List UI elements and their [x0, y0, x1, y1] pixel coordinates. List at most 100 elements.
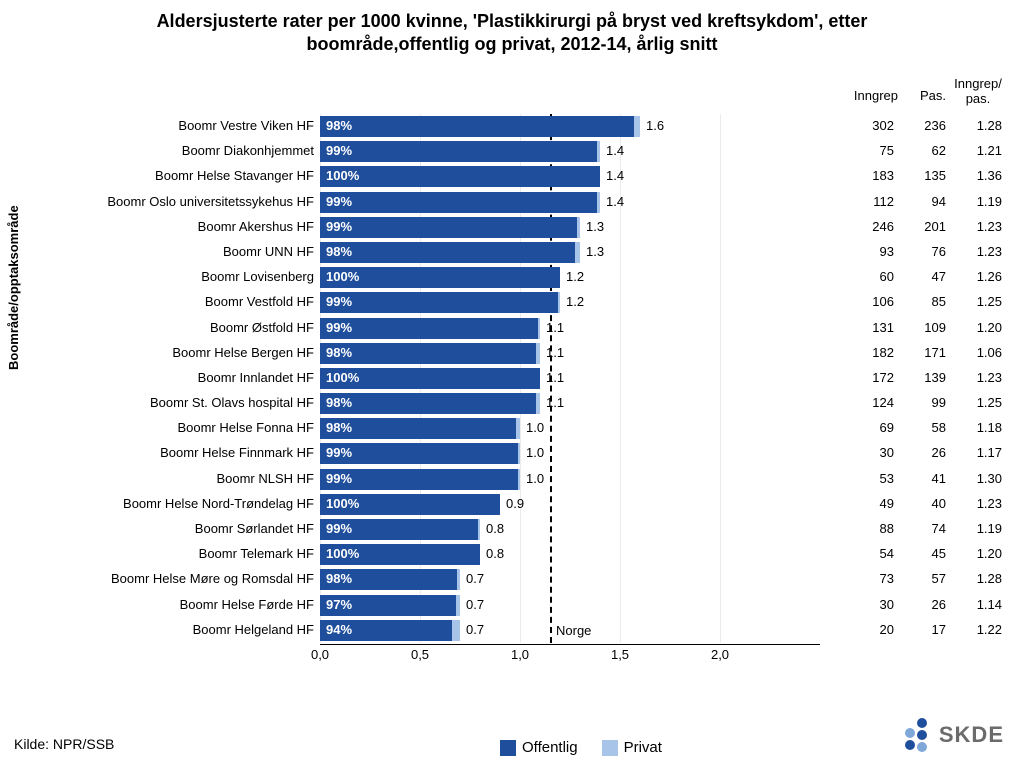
source-text: Kilde: NPR/SSB	[14, 736, 114, 752]
logo-text: SKDE	[939, 722, 1004, 748]
cell-pas: 171	[896, 345, 946, 360]
table-row: Boomr Sørlandet HF99%0.888741.19	[0, 517, 1024, 542]
cell-inngrep: 60	[834, 269, 894, 284]
row-bar-group: 94%0.7	[320, 620, 820, 641]
cell-ratio: 1.19	[952, 194, 1002, 209]
bar-value-label: 1.4	[606, 194, 624, 209]
table-column-headers: Inngrep Pas. Inngrep/ pas.	[0, 70, 1024, 110]
bar-value-label: 0.8	[486, 521, 504, 536]
bar-value-label: 1.0	[526, 420, 544, 435]
legend: Offentlig Privat	[500, 739, 662, 756]
cell-pas: 201	[896, 219, 946, 234]
cell-ratio: 1.36	[952, 168, 1002, 183]
table-row: Boomr Helse Stavanger HF100%1.41831351.3…	[0, 164, 1024, 189]
row-bar-group: 98% 1.1	[320, 393, 820, 414]
logo-dot	[905, 728, 915, 738]
cell-ratio: 1.25	[952, 395, 1002, 410]
cell-ratio: 1.06	[952, 345, 1002, 360]
bar-offentlig	[320, 217, 577, 238]
x-tick-label: 0,0	[311, 647, 329, 662]
x-tick-label: 0,5	[411, 647, 429, 662]
swatch-privat	[602, 740, 618, 756]
legend-item-privat: Privat	[602, 739, 662, 756]
table-row: Boomr Telemark HF100%0.854451.20	[0, 542, 1024, 567]
bar-value-label: 1.3	[586, 219, 604, 234]
row-label: Boomr UNN HF	[24, 244, 314, 259]
row-bar-group: 100%0.8	[320, 544, 820, 565]
row-bar-group: 98%1.0	[320, 418, 820, 439]
cell-inngrep: 20	[834, 622, 894, 637]
bar-percent-label: 98%	[326, 395, 352, 410]
row-label: Boomr Helse Nord-Trøndelag HF	[24, 496, 314, 511]
bar-offentlig	[320, 242, 575, 263]
cell-pas: 85	[896, 294, 946, 309]
row-label: Boomr Helse Bergen HF	[24, 345, 314, 360]
bar-value-label: 1.6	[646, 118, 664, 133]
cell-ratio: 1.21	[952, 143, 1002, 158]
logo-dot	[917, 730, 927, 740]
bar-percent-label: 99%	[326, 143, 352, 158]
table-row: Boomr Helse Bergen HF98%1.11821711.06	[0, 341, 1024, 366]
bar-offentlig	[320, 393, 536, 414]
bar-privat	[456, 595, 460, 616]
bar-value-label: 0.7	[466, 571, 484, 586]
cell-inngrep: 183	[834, 168, 894, 183]
data-rows: Boomr Vestre Viken HF98%1.63022361.28 Boo…	[0, 114, 1024, 643]
bar-value-label: 0.7	[466, 597, 484, 612]
bar-value-label: 1.1	[546, 395, 564, 410]
table-row: Boomr Vestfold HF99%1.2106851.25	[0, 290, 1024, 315]
row-label: Boomr Helse Førde HF	[24, 597, 314, 612]
cell-ratio: 1.19	[952, 521, 1002, 536]
legend-label-offentlig: Offentlig	[522, 739, 578, 756]
cell-pas: 40	[896, 496, 946, 511]
cell-inngrep: 93	[834, 244, 894, 259]
bar-privat	[452, 620, 460, 641]
row-label: Boomr Diakonhjemmet	[24, 143, 314, 158]
row-bar-group: 97%0.7	[320, 595, 820, 616]
cell-inngrep: 49	[834, 496, 894, 511]
cell-inngrep: 246	[834, 219, 894, 234]
bar-value-label: 1.4	[606, 168, 624, 183]
bar-percent-label: 98%	[326, 571, 352, 586]
cell-inngrep: 54	[834, 546, 894, 561]
bar-offentlig	[320, 343, 536, 364]
bar-privat	[558, 292, 560, 313]
cell-pas: 99	[896, 395, 946, 410]
bar-percent-label: 98%	[326, 244, 352, 259]
bar-value-label: 1.1	[546, 345, 564, 360]
bar-percent-label: 100%	[326, 168, 359, 183]
bar-percent-label: 99%	[326, 194, 352, 209]
cell-ratio: 1.30	[952, 471, 1002, 486]
table-row: Boomr Diakonhjemmet99%1.475621.21	[0, 139, 1024, 164]
row-bar-group: 98% 1.3	[320, 242, 820, 263]
row-bar-group: 99% 1.4	[320, 192, 820, 213]
table-row: Boomr Vestre Viken HF98%1.63022361.28	[0, 114, 1024, 139]
header-pas: Pas.	[896, 88, 946, 103]
logo-dots-icon	[897, 718, 931, 752]
bar-value-label: 0.8	[486, 546, 504, 561]
skde-logo: SKDE	[897, 718, 1004, 752]
cell-ratio: 1.26	[952, 269, 1002, 284]
cell-inngrep: 172	[834, 370, 894, 385]
bar-offentlig	[320, 116, 634, 137]
table-row: Boomr NLSH HF99%1.053411.30	[0, 467, 1024, 492]
cell-inngrep: 88	[834, 521, 894, 536]
bar-percent-label: 99%	[326, 471, 352, 486]
table-row: Boomr Innlandet HF100%1.11721391.23	[0, 366, 1024, 391]
cell-inngrep: 124	[834, 395, 894, 410]
bar-value-label: 1.3	[586, 244, 604, 259]
row-label: Boomr Oslo universitetssykehus HF	[24, 194, 314, 209]
legend-label-privat: Privat	[624, 739, 662, 756]
swatch-offentlig	[500, 740, 516, 756]
x-tick-label: 1,5	[611, 647, 629, 662]
cell-ratio: 1.20	[952, 546, 1002, 561]
cell-inngrep: 106	[834, 294, 894, 309]
cell-ratio: 1.18	[952, 420, 1002, 435]
cell-pas: 47	[896, 269, 946, 284]
bar-privat	[575, 242, 580, 263]
cell-pas: 62	[896, 143, 946, 158]
row-label: Boomr Helse Stavanger HF	[24, 168, 314, 183]
cell-ratio: 1.17	[952, 445, 1002, 460]
bar-offentlig	[320, 141, 597, 162]
cell-ratio: 1.20	[952, 320, 1002, 335]
